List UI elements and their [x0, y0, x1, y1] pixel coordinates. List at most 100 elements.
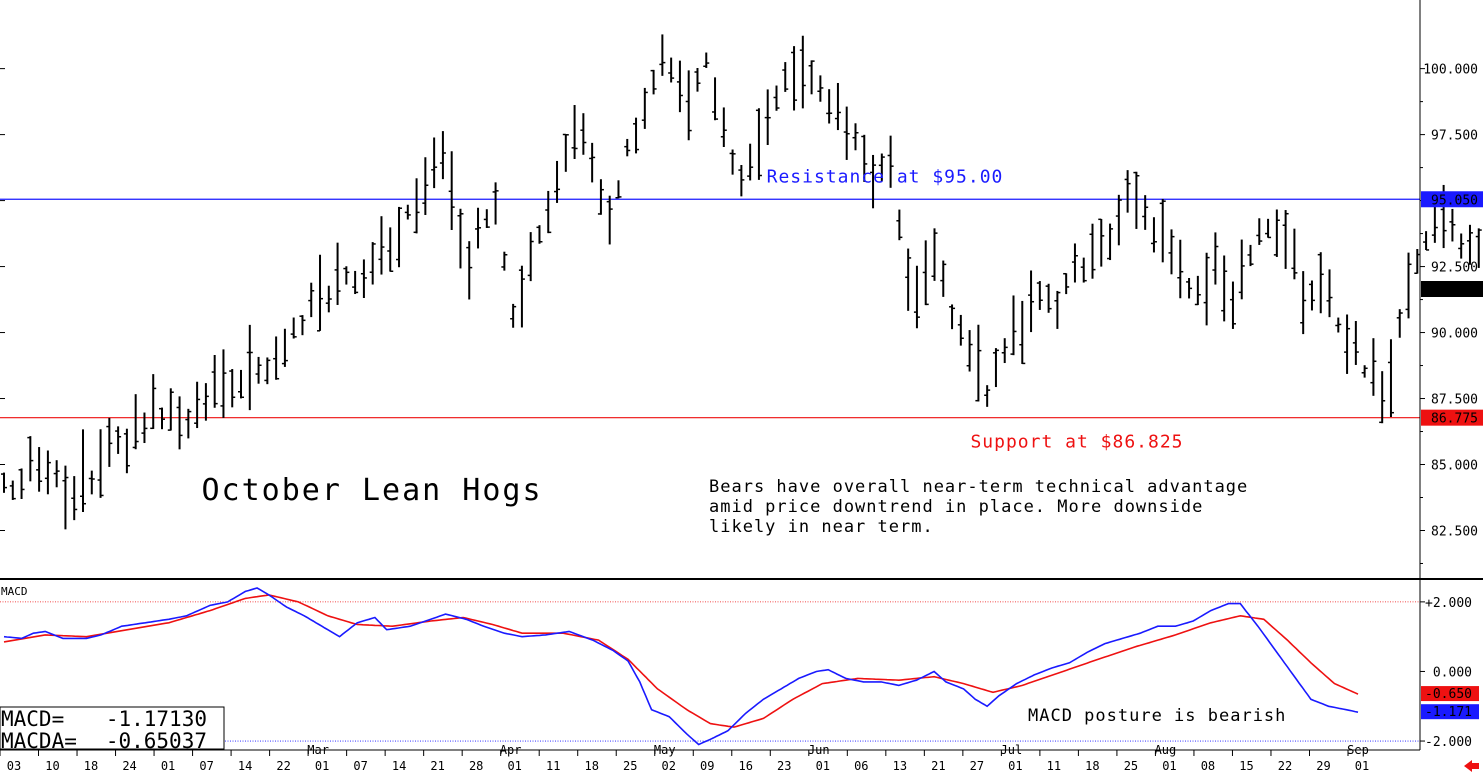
time-day-label: 14: [238, 759, 252, 773]
ohlc-bar: [615, 180, 622, 199]
ohlc-bar: [369, 242, 376, 285]
ohlc-bar: [1282, 210, 1289, 269]
macd-readout-name: MACD=: [1, 707, 64, 731]
ohlc-bar: [510, 303, 517, 328]
time-day-label: 07: [199, 759, 213, 773]
ohlc-bar: [905, 248, 912, 311]
price-tick-label: 92.500: [1431, 261, 1478, 276]
ohlc-bar: [1028, 270, 1035, 333]
ohlc-bar: [475, 207, 482, 249]
ohlc-bar: [238, 369, 245, 399]
time-day-label: 01: [161, 759, 175, 773]
ohlc-bar: [852, 123, 859, 151]
time-day-label: 28: [469, 759, 483, 773]
macd-tag-label: -1.171: [1425, 705, 1472, 720]
ohlc-bar: [159, 407, 166, 430]
ohlc-bar: [949, 304, 956, 330]
ohlc-bar: [1054, 290, 1061, 329]
ohlc-bar: [185, 408, 192, 439]
ohlc-bar: [738, 164, 745, 197]
macd-layer: [3, 587, 1359, 746]
ohlc-bar: [211, 354, 218, 408]
ohlc-bar: [1063, 272, 1070, 295]
ohlc-bar: [940, 260, 947, 297]
time-day-label: 11: [546, 759, 560, 773]
ohlc-bar: [281, 328, 288, 367]
ohlc-bar: [1308, 280, 1315, 311]
ohlc-bar: [1229, 281, 1236, 329]
ohlc-bar: [1168, 229, 1175, 275]
time-day-label: 02: [662, 759, 676, 773]
macd-tick-label: -2.000: [1425, 735, 1472, 750]
ohlc-bar: [808, 60, 815, 95]
time-day-label: 29: [1316, 759, 1330, 773]
ohlc-bar: [71, 476, 78, 521]
ohlc-bar: [1115, 194, 1122, 246]
ohlc-bar: [439, 131, 446, 180]
ohlc-bar: [1291, 228, 1298, 280]
last-price-tag-label: 91.650: [1431, 283, 1478, 298]
ohlc-bar: [106, 417, 113, 467]
ohlc-bar: [264, 357, 271, 385]
ohlc-bar: [9, 480, 16, 500]
ohlc-bar: [984, 385, 991, 407]
ohlc-bar: [1071, 243, 1078, 283]
commentary-line: likely in near term.: [709, 517, 934, 537]
ohlc-bar: [62, 465, 69, 530]
ohlc-bar: [703, 52, 710, 68]
ohlc-bar: [27, 436, 34, 482]
ohlc-bar: [1221, 255, 1228, 322]
ohlc-bar: [1098, 218, 1105, 267]
ohlc-bar: [457, 208, 464, 269]
ohlc-bar: [992, 348, 999, 388]
time-month-label: Sep: [1347, 743, 1369, 757]
ohlc-bar: [545, 190, 552, 234]
time-day-label: 09: [700, 759, 714, 773]
ohlc-bar: [1370, 338, 1377, 396]
ohlc-bar: [720, 107, 727, 148]
ohlc-bar: [1150, 217, 1157, 253]
ohlc-bar: [176, 396, 183, 450]
time-month-label: May: [654, 743, 676, 757]
macd-panel-label: MACD: [1, 585, 28, 598]
ohlc-bar: [1212, 232, 1219, 285]
ohlc-bar: [966, 330, 973, 372]
ohlc-bar: [1, 472, 7, 493]
ohlc-bar: [492, 182, 499, 225]
time-day-label: 13: [893, 759, 907, 773]
time-day-label: 01: [507, 759, 521, 773]
ohlc-bar: [913, 265, 920, 329]
time-day-label: 24: [122, 759, 136, 773]
ohlc-bar: [1379, 371, 1386, 424]
ohlc-bar: [1326, 269, 1333, 318]
ohlc-bar: [1036, 281, 1043, 310]
ohlc-bar: [202, 383, 209, 421]
support-label: Support at $86.825: [970, 432, 1183, 453]
ohlc-bar: [150, 374, 157, 430]
ohlc-bar: [799, 35, 806, 109]
ohlc-bar: [80, 429, 87, 513]
ohlc-bar: [589, 142, 596, 183]
ohlc-bar: [597, 179, 604, 215]
ohlc-bar: [466, 241, 473, 300]
time-day-label: 21: [931, 759, 945, 773]
ohlc-bar: [1159, 198, 1166, 263]
ohlc-bar: [870, 154, 877, 209]
macd-tag-box: [1421, 704, 1479, 720]
ohlc-bar: [1089, 223, 1096, 279]
macd-readout-box: [0, 706, 225, 750]
ohlc-bar: [580, 113, 587, 155]
macda-tag-box: [1421, 686, 1479, 702]
time-day-label: 08: [1201, 759, 1215, 773]
ohlc-bar: [1177, 239, 1184, 299]
ohlc-bar: [422, 157, 429, 215]
ohlc-bar: [747, 143, 754, 181]
ohlc-bar: [624, 138, 631, 157]
ohlc-bar: [1265, 218, 1272, 239]
resistance-label: Resistance at $95.00: [767, 166, 1004, 187]
ohlc-bar: [378, 216, 385, 275]
ohlc-bar: [53, 460, 60, 488]
support-tag-box: [1421, 409, 1483, 426]
